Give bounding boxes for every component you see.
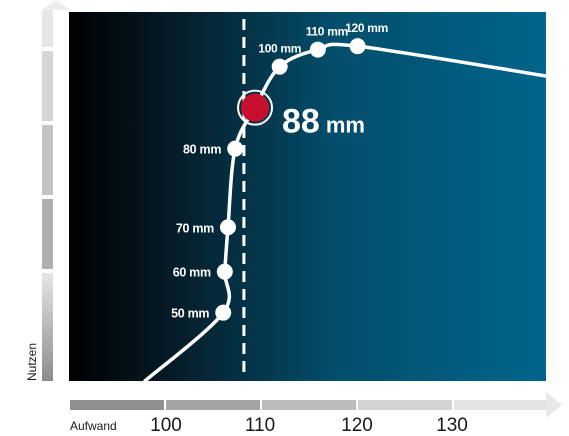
y-axis-segment — [42, 273, 53, 381]
x-tick-label: 110 — [245, 415, 275, 436]
data-point-label: 80 mm — [183, 143, 221, 157]
data-point — [309, 41, 326, 58]
data-point — [220, 219, 236, 236]
data-point — [271, 58, 288, 75]
y-axis-segment — [42, 125, 53, 195]
data-point-label: 60 mm — [173, 266, 211, 280]
y-axis-bar — [42, 0, 70, 381]
points-layer — [215, 38, 366, 321]
data-point — [215, 304, 232, 321]
x-axis-title: Aufwand — [70, 419, 117, 433]
x-tick-label: 130 — [436, 415, 468, 436]
data-point-label: 120 mm — [345, 21, 388, 35]
plot-area — [69, 12, 546, 381]
data-point — [216, 263, 233, 280]
data-point — [227, 140, 244, 157]
y-axis-title: Nutzen — [25, 343, 39, 381]
data-point-label: 70 mm — [176, 221, 214, 235]
x-axis-segment — [454, 400, 546, 410]
data-point-label: 50 mm — [171, 307, 209, 321]
highlight-label: 88 mm — [282, 103, 365, 141]
x-axis-segment — [358, 400, 452, 410]
highlight-point — [241, 93, 270, 122]
y-axis-segment — [42, 10, 53, 47]
ticks-layer: 100 110 120 130 — [150, 415, 468, 436]
y-axis-segment — [42, 51, 53, 121]
x-axis-segment — [70, 400, 164, 410]
y-axis-arrow — [42, 0, 70, 10]
data-point-label: 100 mm — [258, 42, 301, 56]
data-point-label: 110 mm — [306, 25, 348, 39]
data-point — [349, 38, 366, 55]
x-axis-segment — [262, 400, 356, 410]
y-axis-segment — [42, 199, 53, 269]
highlight-value: 88 — [282, 103, 320, 141]
x-axis-segment — [166, 400, 260, 410]
x-axis-arrow — [546, 392, 562, 418]
x-tick-label: 120 — [341, 415, 373, 436]
x-tick-label: 100 — [150, 415, 182, 436]
highlight-point-ring — [237, 89, 274, 126]
x-axis-bar — [70, 392, 562, 418]
highlight-unit: mm — [326, 113, 365, 138]
